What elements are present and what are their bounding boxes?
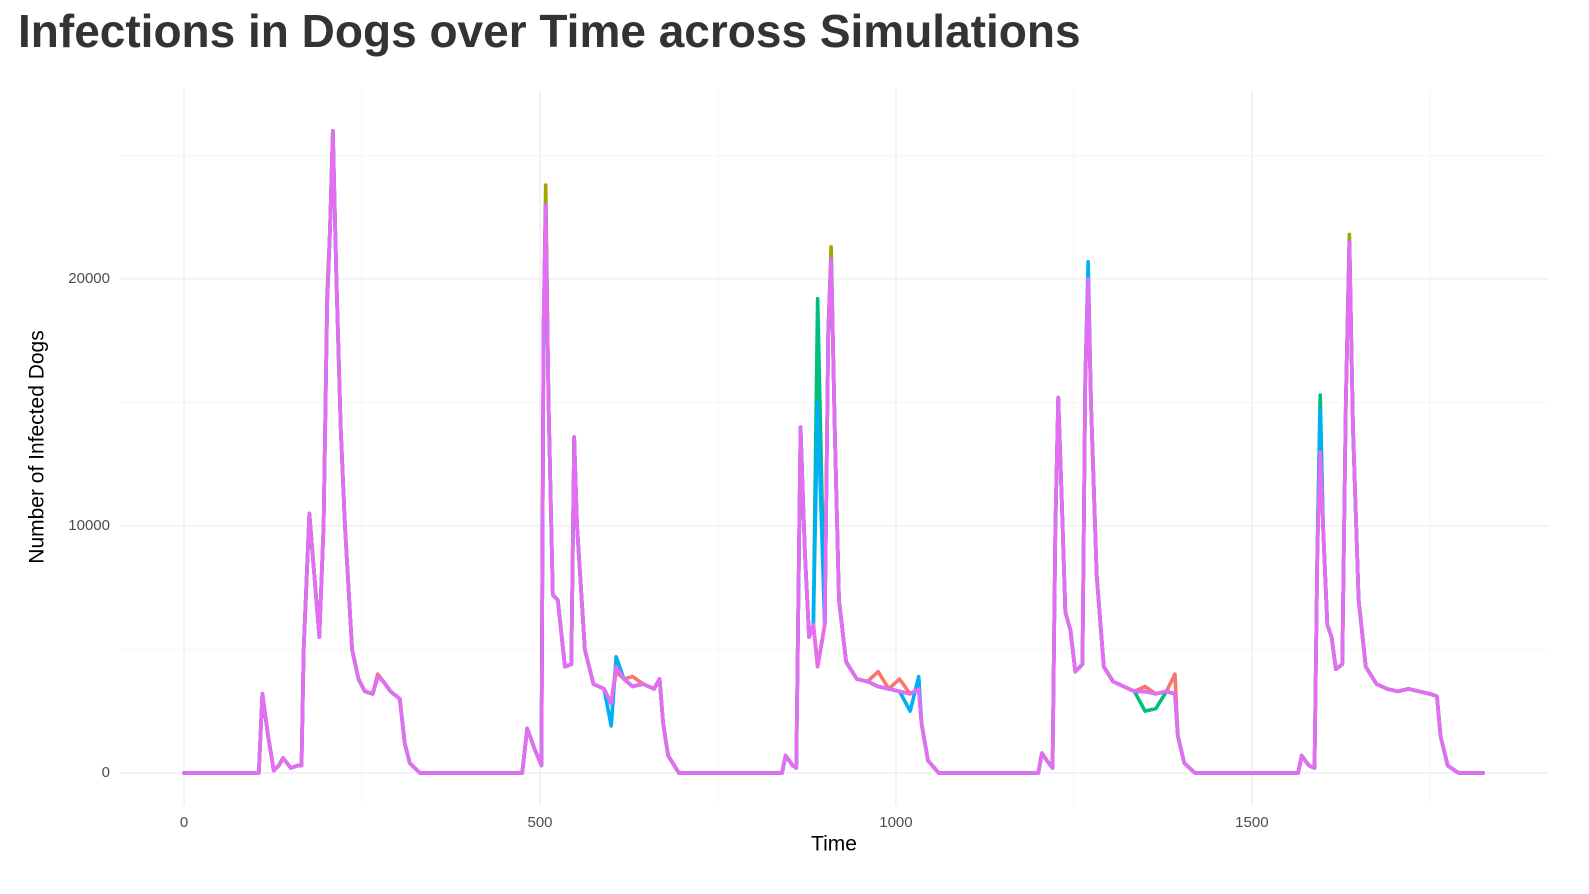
x-tick-label: 500 <box>527 814 552 831</box>
series-line <box>182 128 1486 775</box>
x-tick-label: 0 <box>180 814 188 831</box>
y-axis-title: Number of Infected Dogs <box>26 330 49 563</box>
y-tick-label: 20000 <box>68 270 110 287</box>
y-tick-label: 10000 <box>68 517 110 534</box>
chart-title: Infections in Dogs over Time across Simu… <box>18 5 1081 57</box>
x-axis-title: Time <box>811 833 857 856</box>
x-tick-label: 1500 <box>1235 814 1268 831</box>
y-tick-label: 0 <box>102 764 110 781</box>
x-tick-label: 1000 <box>879 814 912 831</box>
